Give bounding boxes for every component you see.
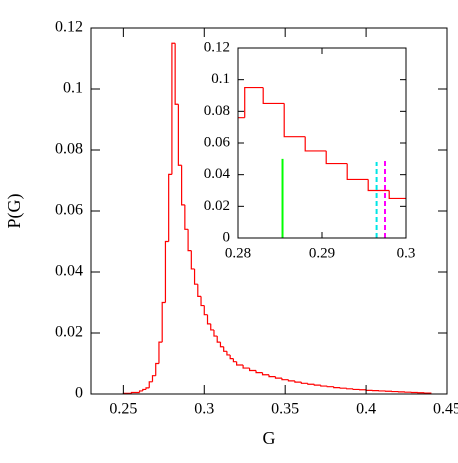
y-tick-label: 0 [75,385,83,402]
y-tick-label: 0.1 [63,80,83,97]
y-tick-label: 0.06 [204,134,231,150]
x-tick-label: 0.3 [194,401,214,418]
y-tick-label: 0.04 [204,166,231,182]
y-tick-label: 0.02 [55,324,83,341]
y-tick-label: 0.04 [55,263,83,280]
y-tick-label: 0.12 [55,19,83,36]
x-tick-label: 0.45 [433,401,458,418]
x-tick-label: 0.29 [309,245,335,261]
x-tick-label: 0.25 [109,401,137,418]
y-tick-label: 0.1 [211,71,230,87]
histogram-bin [340,388,346,389]
y-tick-label: 0.06 [55,202,83,219]
histogram-bin [366,390,372,391]
y-tick-label: 0.12 [204,39,230,55]
x-tick-label: 0.35 [271,401,299,418]
x-tick-label: 0.4 [356,401,376,418]
y-axis-label: P(G) [4,193,25,228]
y-tick-label: 0.08 [55,141,83,158]
histogram-bin [347,388,353,389]
x-tick-label: 0.3 [397,245,416,261]
y-tick-label: 0.02 [204,198,230,214]
histogram-bin [353,389,359,390]
y-tick-label: 0.08 [204,103,230,119]
histogram-bin [327,386,333,387]
x-axis-label: G [263,428,276,448]
plot-background [238,48,406,238]
x-tick-label: 0.28 [225,245,251,261]
y-tick-label: 0 [223,229,231,245]
